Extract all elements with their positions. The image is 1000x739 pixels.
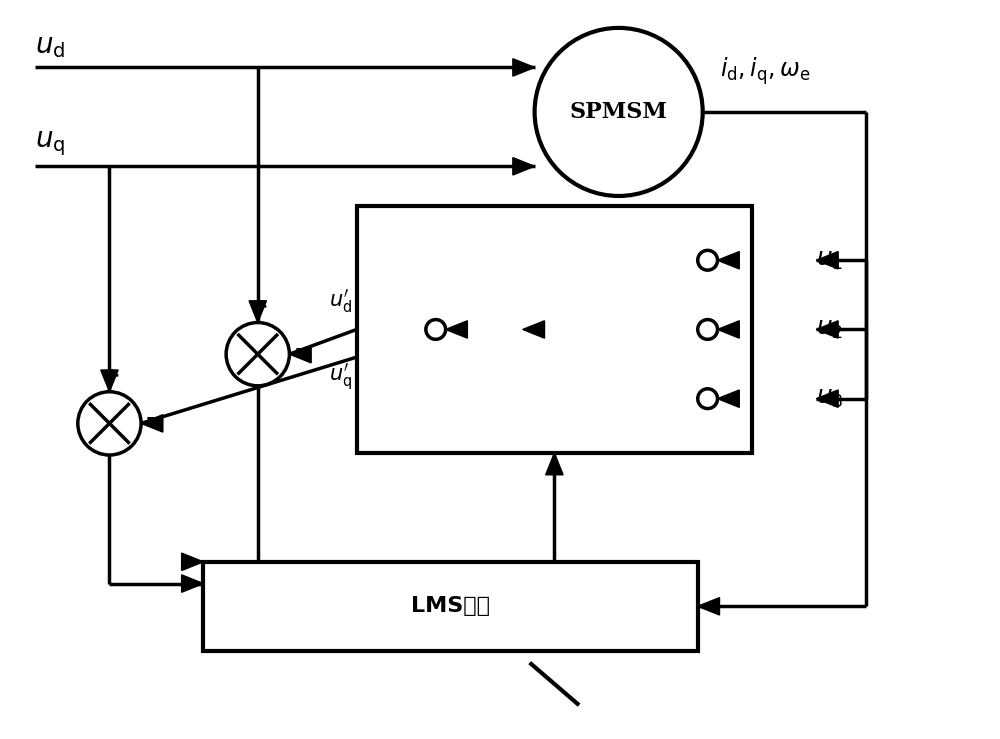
Circle shape (78, 392, 141, 455)
Polygon shape (101, 370, 118, 392)
Text: +: + (251, 296, 269, 316)
Circle shape (698, 251, 718, 270)
Polygon shape (523, 321, 544, 338)
Text: $u_{3}$: $u_{3}$ (816, 387, 844, 410)
Polygon shape (513, 157, 535, 175)
Polygon shape (546, 453, 563, 474)
Circle shape (535, 28, 703, 196)
Polygon shape (816, 251, 838, 269)
Text: LMS算法: LMS算法 (411, 596, 490, 616)
Circle shape (226, 322, 289, 386)
Polygon shape (698, 598, 719, 615)
Polygon shape (182, 553, 203, 571)
Circle shape (698, 389, 718, 409)
Polygon shape (816, 321, 838, 338)
Text: +: + (103, 366, 120, 386)
Text: −: − (293, 339, 312, 359)
Circle shape (698, 319, 718, 339)
Circle shape (426, 319, 446, 339)
Text: −: − (145, 409, 164, 429)
Polygon shape (182, 575, 203, 592)
Polygon shape (718, 251, 739, 269)
Text: $u^{\prime}_{\mathrm{q}}$: $u^{\prime}_{\mathrm{q}}$ (329, 362, 352, 393)
Polygon shape (718, 321, 739, 338)
Text: $u_{1}$: $u_{1}$ (816, 249, 844, 272)
Bar (203, 562, 698, 651)
Polygon shape (718, 390, 739, 407)
Bar (357, 206, 752, 453)
Polygon shape (816, 390, 838, 407)
Text: $u_{\mathrm{d}}$: $u_{\mathrm{d}}$ (35, 33, 66, 60)
Polygon shape (249, 301, 266, 322)
Polygon shape (289, 345, 311, 363)
Text: $i_{\mathrm{d}},i_{\mathrm{q}},\omega_{\mathrm{e}}$: $i_{\mathrm{d}},i_{\mathrm{q}},\omega_{\… (720, 55, 811, 87)
Text: $u_{2}$: $u_{2}$ (816, 318, 844, 341)
Text: $u_{\mathrm{q}}$: $u_{\mathrm{q}}$ (35, 130, 66, 158)
Polygon shape (513, 58, 535, 76)
Text: $u^{\prime}_{\mathrm{d}}$: $u^{\prime}_{\mathrm{d}}$ (329, 287, 352, 315)
Polygon shape (446, 321, 467, 338)
Polygon shape (141, 415, 163, 432)
Text: SPMSM: SPMSM (570, 101, 668, 123)
